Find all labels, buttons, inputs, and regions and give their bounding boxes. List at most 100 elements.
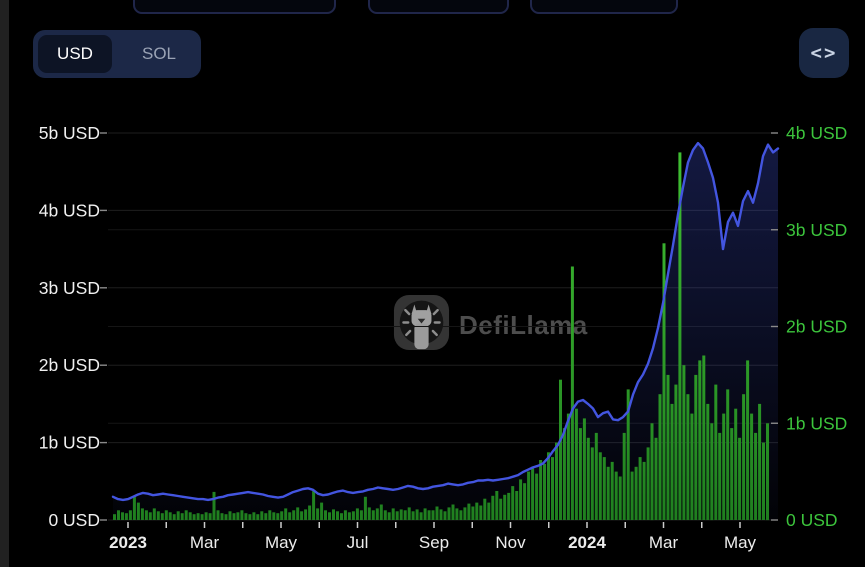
volume-bar xyxy=(586,437,590,520)
volume-bar xyxy=(363,496,367,520)
volume-bar xyxy=(180,513,184,520)
volume-bar xyxy=(144,510,148,520)
volume-bar xyxy=(543,463,546,520)
defillama-watermark-text: DefiLlama xyxy=(459,309,588,340)
left-axis-label: 1b USD xyxy=(39,433,100,453)
volume-bar xyxy=(435,506,439,520)
volume-bar xyxy=(662,243,666,521)
volume-bar xyxy=(192,514,196,520)
volume-bar xyxy=(750,413,754,520)
volume-bar xyxy=(328,512,331,520)
volume-bar xyxy=(738,437,742,520)
volume-bar xyxy=(507,492,511,520)
volume-bar xyxy=(276,513,280,520)
x-axis-label: Mar xyxy=(190,533,220,552)
volume-bar xyxy=(706,403,710,520)
defillama-logo-icon xyxy=(393,294,450,356)
volume-bar xyxy=(702,355,706,520)
volume-bar xyxy=(113,514,116,520)
volume-bar xyxy=(578,428,582,520)
left-axis-label: 4b USD xyxy=(39,200,100,220)
left-axis-label: 2b USD xyxy=(39,355,100,375)
volume-bar xyxy=(467,503,471,520)
volume-bar xyxy=(268,510,272,520)
volume-bar xyxy=(264,513,268,520)
volume-bar xyxy=(244,513,248,520)
volume-bar xyxy=(754,432,758,520)
volume-bar xyxy=(527,471,531,520)
left-axis-label: 0 USD xyxy=(48,510,100,530)
volume-bar xyxy=(594,432,598,520)
volume-bar xyxy=(399,509,403,520)
volume-bar xyxy=(766,423,769,521)
volume-bar xyxy=(148,512,152,520)
volume-bar xyxy=(566,413,570,520)
volume-bar xyxy=(292,510,296,520)
volume-bar xyxy=(678,152,682,520)
volume-bar xyxy=(762,442,765,520)
volume-bar xyxy=(308,505,312,520)
volume-bar xyxy=(698,360,702,520)
volume-bar xyxy=(383,510,387,520)
volume-bar xyxy=(539,460,543,520)
right-axis-label: 3b USD xyxy=(786,220,847,240)
volume-bar xyxy=(152,508,156,520)
volume-bar xyxy=(535,473,539,520)
volume-bar xyxy=(483,498,487,520)
cropped-top-control-2[interactable] xyxy=(368,0,509,14)
volume-bar xyxy=(511,486,515,520)
volume-bar xyxy=(355,508,359,520)
volume-bar xyxy=(570,266,574,520)
volume-bar xyxy=(519,479,523,520)
volume-bar xyxy=(411,511,415,520)
volume-bar xyxy=(164,510,168,520)
volume-bar xyxy=(236,512,240,520)
volume-bar xyxy=(128,510,132,520)
volume-bar xyxy=(626,389,630,520)
volume-bar xyxy=(176,511,180,520)
volume-bar xyxy=(606,466,610,520)
volume-bar xyxy=(674,384,678,520)
cropped-top-control-3[interactable] xyxy=(530,0,678,14)
toggle-option-sol[interactable]: SOL xyxy=(122,35,196,73)
volume-bar xyxy=(459,510,463,520)
volume-bar xyxy=(487,502,491,520)
volume-bar xyxy=(758,403,762,520)
volume-bar xyxy=(531,466,535,520)
volume-bar xyxy=(690,413,694,520)
volume-bar xyxy=(336,511,339,520)
volume-bar xyxy=(642,461,646,520)
volume-bar xyxy=(347,512,351,520)
volume-bar xyxy=(582,418,586,520)
x-axis-label: Mar xyxy=(649,533,679,552)
volume-bar xyxy=(718,432,722,520)
tvl-line xyxy=(111,141,780,502)
x-axis-label: May xyxy=(724,533,757,552)
volume-bar xyxy=(387,512,391,520)
volume-bar xyxy=(188,512,192,520)
volume-bar xyxy=(379,504,383,520)
toggle-option-usd[interactable]: USD xyxy=(38,35,112,73)
volume-bar xyxy=(694,374,698,520)
volume-bar xyxy=(746,360,750,520)
volume-bar xyxy=(403,510,407,520)
volume-bar xyxy=(598,452,602,520)
volume-bar xyxy=(634,466,638,520)
cropped-top-control-1[interactable] xyxy=(133,0,336,14)
volume-bar xyxy=(160,513,164,520)
right-axis-label: 1b USD xyxy=(786,413,847,433)
volume-bar xyxy=(228,511,232,520)
volume-bar xyxy=(443,511,447,520)
volume-bar xyxy=(117,510,120,520)
volume-bar xyxy=(638,457,642,520)
tvl-area-fill xyxy=(113,143,778,520)
embed-code-button[interactable]: <> xyxy=(799,28,849,78)
volume-bar xyxy=(686,394,690,520)
volume-bar xyxy=(212,491,216,520)
volume-bar xyxy=(447,507,451,520)
volume-bar xyxy=(439,509,443,520)
volume-bar xyxy=(722,413,726,520)
volume-bar xyxy=(710,423,714,521)
